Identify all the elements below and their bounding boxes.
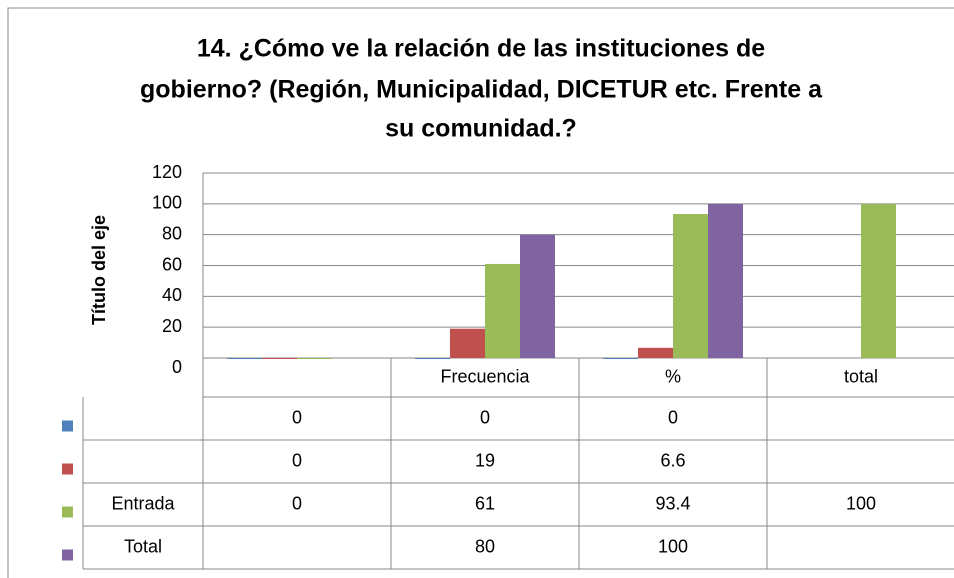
legend-label: Entrada	[111, 493, 175, 513]
x-tick-label: Frecuencia	[440, 366, 530, 386]
table-value: 100	[658, 536, 688, 556]
legend-label: Total	[124, 536, 162, 556]
table-value: 0	[668, 407, 678, 427]
table-value: 0	[292, 450, 302, 470]
bar	[262, 358, 297, 359]
y-tick-label: 80	[162, 223, 182, 243]
y-tick-label: 40	[162, 285, 182, 305]
chart-title: su comunidad.?	[385, 115, 577, 143]
table-value: 6.6	[660, 450, 685, 470]
bar	[227, 358, 262, 359]
bar	[861, 203, 896, 358]
table-value: 0	[292, 493, 302, 513]
chart-title: 14. ¿Cómo ve la relación de las instituc…	[197, 35, 765, 63]
table-value: 0	[292, 407, 302, 427]
y-tick-label: 100	[152, 193, 182, 213]
legend-key	[62, 463, 73, 475]
bar	[603, 358, 638, 359]
bar	[708, 203, 743, 358]
bar	[520, 234, 555, 358]
y-axis-title: Título del eje	[89, 215, 109, 325]
x-tick-label: total	[844, 366, 878, 386]
bar	[297, 358, 332, 359]
bar	[485, 263, 520, 358]
y-tick-label: 60	[162, 254, 182, 274]
bar	[415, 358, 450, 359]
table-value: 19	[475, 450, 495, 470]
y-tick-label: 20	[162, 316, 182, 336]
table-value: 100	[846, 493, 876, 513]
legend-key	[62, 420, 73, 432]
bar	[673, 214, 708, 358]
y-tick-label: 120	[152, 162, 182, 182]
legend-key	[62, 506, 73, 518]
chart-title: gobierno? (Región, Municipalidad, DICETU…	[140, 76, 823, 104]
table-value: 0	[480, 407, 490, 427]
table-value: 61	[475, 493, 495, 513]
table-value: 80	[475, 536, 495, 556]
bar	[450, 328, 485, 358]
table-value: 93.4	[655, 493, 690, 513]
legend-key	[62, 549, 73, 561]
x-tick-label: %	[665, 366, 681, 386]
y-tick-label: 0	[172, 357, 182, 377]
bar	[638, 347, 673, 358]
